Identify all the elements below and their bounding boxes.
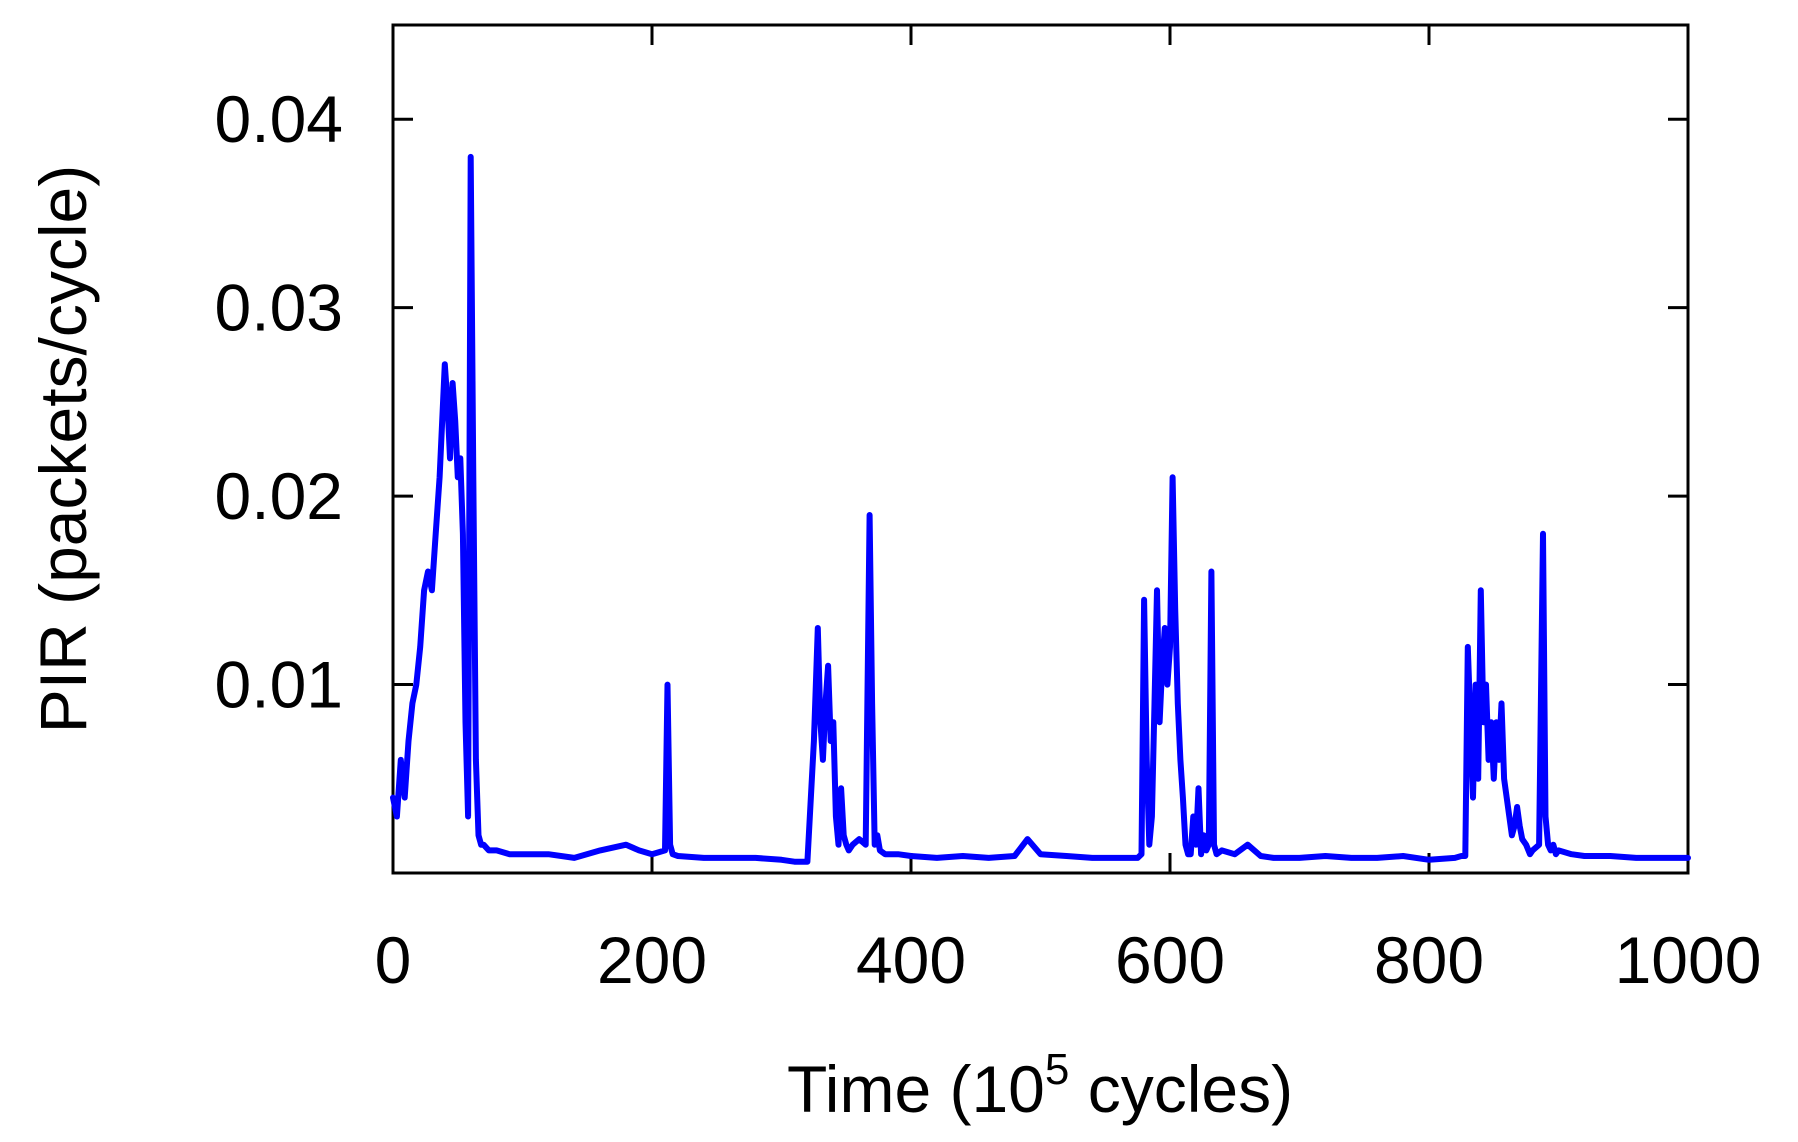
series-line-pir: [390, 153, 1691, 865]
x-tick-label: 1000: [1615, 923, 1762, 997]
plot-frame: [391, 23, 1690, 875]
x-axis-ticks: 0 200 400 600 800 1000: [375, 25, 1762, 997]
x-tick-label: 400: [856, 923, 966, 997]
y-tick-label: 0.02: [215, 459, 343, 533]
y-tick-label: 0.03: [215, 271, 343, 345]
x-axis-title: Time (105 cycles): [787, 1045, 1293, 1126]
y-axis-ticks: 0.01 0.02 0.03 0.04: [215, 82, 1688, 722]
x-tick-label: 200: [597, 923, 707, 997]
y-axis-title: PIR (packets/cycle): [26, 165, 100, 733]
y-tick-label: 0.04: [215, 82, 343, 156]
x-tick-label: 800: [1374, 923, 1484, 997]
y-tick-label: 0.01: [215, 648, 343, 722]
x-tick-label: 600: [1115, 923, 1225, 997]
x-tick-label: 0: [375, 923, 412, 997]
